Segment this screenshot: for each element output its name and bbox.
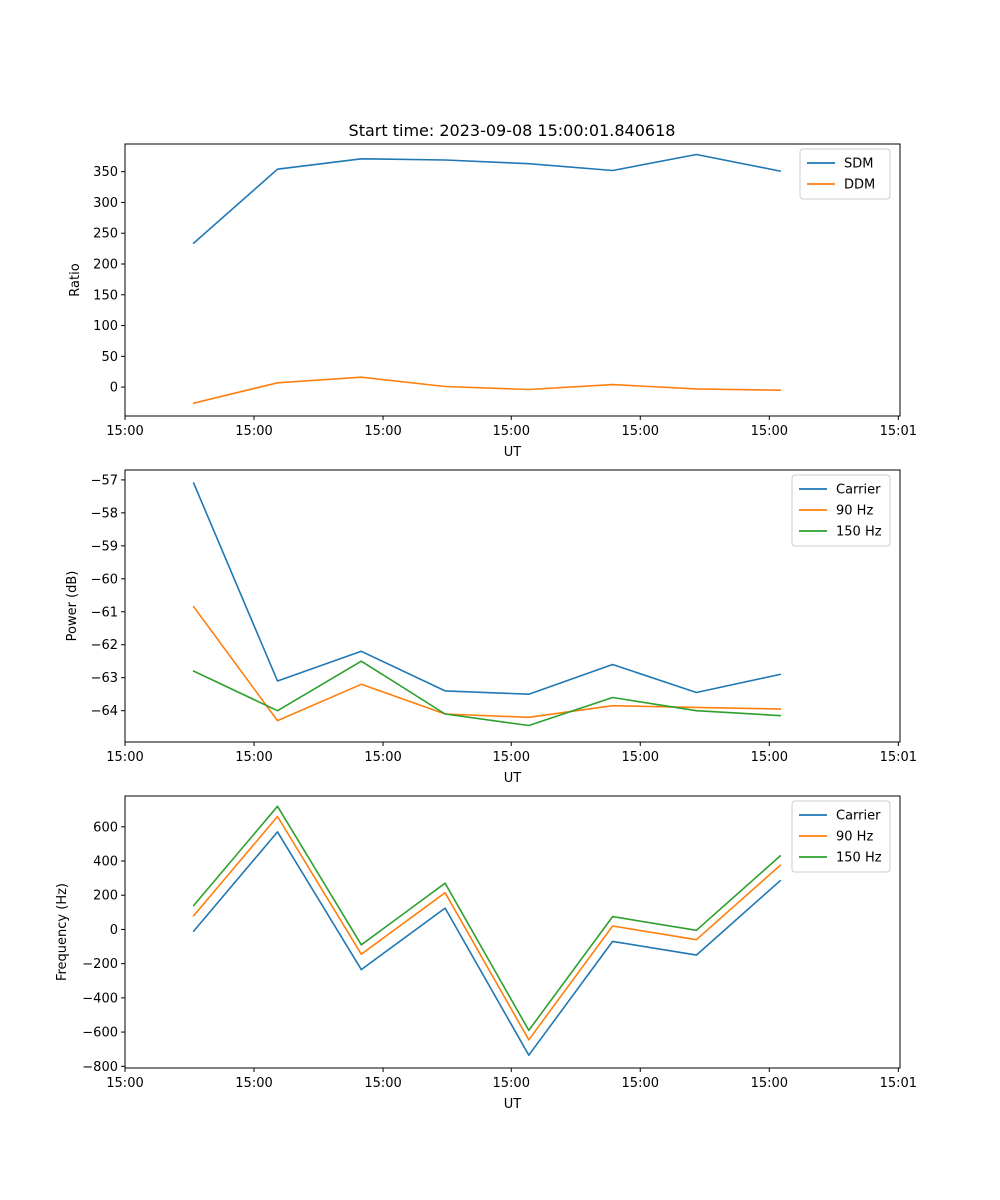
ratio-y-tick-label: 150 [93, 288, 118, 303]
frequency-x-tick-label: 15:00 [106, 1076, 143, 1091]
power-series-line-90-hz [192, 605, 782, 722]
chart-title: Start time: 2023-09-08 15:00:01.840618 [349, 121, 676, 140]
power-y-tick-label: −57 [91, 473, 118, 488]
frequency-y-tick-label: 600 [93, 820, 118, 835]
ratio-x-tick-label: 15:00 [235, 424, 272, 439]
ratio-x-tick-label: 15:00 [622, 424, 659, 439]
power-x-axis-label: UT [504, 771, 522, 786]
ratio-legend [799, 148, 891, 200]
frequency-x-tick-label: 15:00 [364, 1076, 401, 1091]
frequency-x-tick-label: 15:01 [880, 1076, 917, 1091]
panel-frequency: 15:00 15:00 15:00 15:00 15:00 15:00 15:01 −800 −… [55, 795, 917, 1112]
panel-ratio: 15:00 15:00 15:00 15:00 15:00 15:00 15:01 0 50 10… [68, 143, 917, 460]
frequency-x-tick-label: 15:00 [493, 1076, 530, 1091]
frequency-y-tick-label: 200 [93, 889, 118, 904]
ratio-x-tick-label: 15:01 [880, 424, 917, 439]
power-legend-label: Carrier [836, 483, 881, 498]
ratio-y-tick-label: 350 [93, 165, 118, 180]
ratio-x-tick-label: 15:00 [364, 424, 401, 439]
power-series-line-150-hz [192, 660, 782, 727]
ratio-y-axis-label: Ratio [68, 263, 83, 296]
power-legend [791, 474, 891, 547]
frequency-y-tick-label: 0 [110, 923, 118, 938]
power-x-tick-label: 15:00 [364, 750, 401, 765]
power-x-tick-label: 15:01 [880, 750, 917, 765]
frequency-axes-frame [124, 795, 901, 1069]
power-y-tick-label: −63 [91, 671, 118, 686]
ratio-y-tick-label: 300 [93, 196, 118, 211]
power-legend-label: 90 Hz [836, 504, 873, 519]
power-x-tick-label: 15:00 [235, 750, 272, 765]
power-axes-frame [124, 469, 901, 743]
power-x-tick-label: 15:00 [622, 750, 659, 765]
frequency-legend [791, 800, 891, 873]
ratio-series-line-sdm [192, 153, 782, 245]
power-y-tick-label: −60 [91, 572, 118, 587]
power-x-tick-label: 15:00 [751, 750, 788, 765]
power-x-tick-label: 15:00 [493, 750, 530, 765]
frequency-x-tick-label: 15:00 [751, 1076, 788, 1091]
frequency-series-line-90-hz [192, 815, 782, 1041]
ratio-y-tick-label: 200 [93, 258, 118, 273]
power-y-tick-label: −62 [91, 638, 118, 653]
ratio-series-line-ddm [192, 376, 782, 405]
frequency-y-tick-label: −400 [82, 991, 118, 1006]
ratio-y-tick-label: 0 [110, 381, 118, 396]
power-y-tick-label: −61 [91, 605, 118, 620]
ratio-y-tick-label: 100 [93, 319, 118, 334]
frequency-series-line-150-hz [192, 805, 782, 1032]
frequency-legend-label: Carrier [836, 809, 881, 824]
power-x-tick-label: 15:00 [106, 750, 143, 765]
power-legend-label: 150 Hz [836, 525, 882, 540]
power-series-line-carrier [192, 482, 782, 696]
ratio-legend-label: SDM [844, 157, 873, 172]
ratio-x-tick-label: 15:00 [751, 424, 788, 439]
ratio-x-tick-label: 15:00 [493, 424, 530, 439]
frequency-y-axis-label: Frequency (Hz) [55, 883, 70, 981]
frequency-x-tick-label: 15:00 [235, 1076, 272, 1091]
power-y-tick-label: −64 [91, 704, 118, 719]
frequency-legend-label: 150 Hz [836, 851, 882, 866]
panel-power: 15:00 15:00 15:00 15:00 15:00 15:00 15:01 −64 −6… [65, 469, 917, 786]
power-y-tick-label: −59 [91, 539, 118, 554]
power-y-tick-label: −58 [91, 506, 118, 521]
ratio-x-axis-label: UT [504, 445, 522, 460]
ratio-y-tick-label: 250 [93, 227, 118, 242]
frequency-series-line-carrier [192, 831, 782, 1056]
frequency-x-tick-label: 15:00 [622, 1076, 659, 1091]
ratio-x-tick-label: 15:00 [106, 424, 143, 439]
frequency-y-tick-label: 400 [93, 855, 118, 870]
frequency-y-tick-label: −600 [82, 1026, 118, 1041]
ratio-legend-label: DDM [844, 178, 875, 193]
frequency-y-tick-label: −800 [82, 1060, 118, 1075]
power-y-axis-label: Power (dB) [65, 571, 80, 642]
frequency-y-tick-label: −200 [82, 957, 118, 972]
frequency-x-axis-label: UT [504, 1097, 522, 1112]
ratio-axes-frame [124, 143, 901, 417]
ratio-y-tick-label: 50 [101, 350, 118, 365]
frequency-legend-label: 90 Hz [836, 830, 873, 845]
